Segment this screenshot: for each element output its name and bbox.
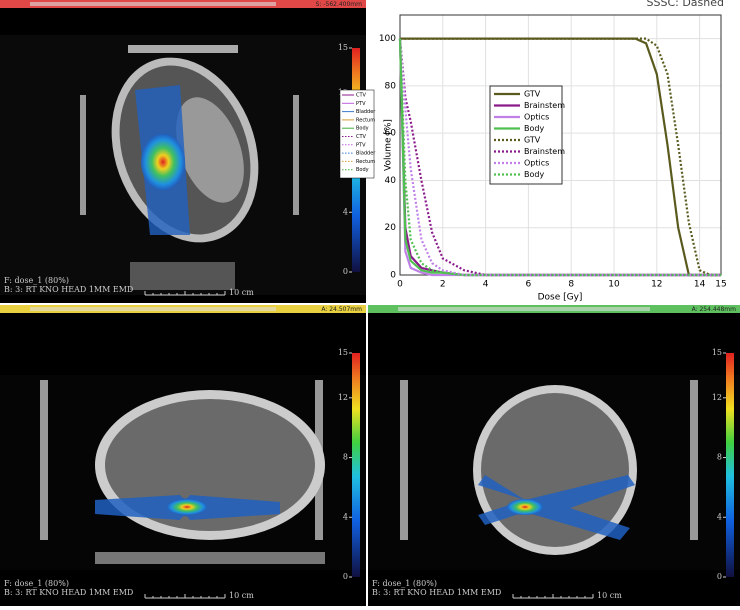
- footer-text: B: 3: RT KNO HEAD 1MM EMD: [4, 285, 133, 294]
- legend-label: Body: [524, 124, 544, 133]
- series-line: [398, 38, 721, 277]
- series-line: [400, 37, 721, 277]
- colorbar-label: 12: [338, 393, 348, 402]
- legend-label: Brainstem: [524, 147, 565, 156]
- y-tick-label: 20: [385, 223, 397, 233]
- footer-text: F: dose_1 (80%): [4, 276, 69, 285]
- footer-text: B: 3: RT KNO HEAD 1MM EMD: [4, 588, 133, 597]
- legend-label: Body: [524, 170, 544, 179]
- x-tick-label: 14: [694, 280, 706, 290]
- legend-label: Optics: [524, 159, 549, 168]
- legend-label: Rectum: [356, 159, 375, 165]
- slider: [30, 307, 276, 311]
- colorbar: [726, 353, 734, 577]
- legend-label: Brainstem: [524, 101, 565, 110]
- footer-text: F: dose_1 (80%): [4, 579, 69, 588]
- x-tick-label: 2: [440, 280, 446, 290]
- slider: [398, 307, 650, 311]
- scale-label: 10 cm: [229, 591, 254, 600]
- colorbar-label: 4: [717, 512, 722, 521]
- legend-label: CTV: [356, 93, 367, 99]
- position-label: A: 24.507mm: [321, 306, 362, 313]
- colorbar: [352, 353, 360, 577]
- y-tick-label: 80: [385, 81, 397, 91]
- position-label: S: -562.400mm: [316, 1, 363, 8]
- ct-panel: A: 24.507mm F: dose_1 (80%)B: 3: RT KNO H…: [0, 305, 366, 600]
- x-tick-label: 0: [397, 280, 403, 290]
- x-axis-label: Dose [Gy]: [538, 293, 583, 303]
- legend-label: PTV: [356, 142, 366, 148]
- legend-box: [339, 89, 375, 179]
- scale-label: 10 cm: [229, 288, 254, 297]
- legend-label: Bladder: [356, 151, 376, 157]
- colorbar-label: 12: [712, 393, 722, 402]
- colorbar-label: 8: [717, 453, 722, 462]
- colorbar-label: 0: [343, 267, 348, 276]
- scale-label: 10 cm: [597, 591, 622, 600]
- x-tick-label: 6: [526, 280, 532, 290]
- ct-panel: A: 254.448mm F: dose_1 (80%)B: 3: RT KNO …: [368, 305, 740, 600]
- legend-label: Body: [356, 167, 369, 173]
- x-tick-label: 12: [651, 280, 662, 290]
- colorbar-label: 0: [717, 572, 722, 581]
- x-tick-label: 10: [608, 280, 620, 290]
- colorbar-label: 0: [343, 572, 348, 581]
- y-tick-label: 40: [385, 176, 397, 186]
- x-tick-label: 4: [483, 280, 489, 290]
- y-tick-label: 60: [385, 129, 397, 139]
- legend-label: GTV: [524, 90, 541, 99]
- legend-box: [489, 85, 563, 185]
- legend-label: CTV: [356, 134, 367, 140]
- structure-legend: CTV PTV Bladder Rectum Body CTV PTV Bladder Rect…: [339, 89, 376, 179]
- corner-note: SSSC: Dashed: [647, 0, 725, 9]
- colorbar-label: 4: [343, 207, 348, 216]
- legend-label: GTV: [524, 136, 541, 145]
- footer-text: B: 3: RT KNO HEAD 1MM EMD: [372, 588, 501, 597]
- slider: [30, 2, 276, 6]
- colorbar-label: 15: [712, 348, 722, 357]
- x-tick-label: 8: [568, 280, 574, 290]
- legend-label: Bladder: [356, 109, 376, 115]
- footer-text: F: dose_1 (80%): [372, 579, 437, 588]
- colorbar-label: 4: [343, 512, 348, 521]
- x-tick-label: 15: [715, 280, 726, 290]
- legend-label: PTV: [356, 101, 366, 107]
- colorbar-label: 15: [338, 43, 348, 52]
- legend-label: Rectum: [356, 117, 375, 123]
- series-line: [398, 38, 721, 277]
- legend-label: Optics: [524, 113, 549, 122]
- position-label: A: 254.448mm: [692, 306, 737, 313]
- colorbar-label: 8: [343, 453, 348, 462]
- y-axis-label: Volume [%]: [384, 119, 394, 171]
- legend-label: Body: [356, 126, 369, 132]
- y-tick-label: 100: [379, 34, 396, 44]
- colorbar-label: 15: [338, 348, 348, 357]
- y-tick-label: 0: [390, 271, 396, 281]
